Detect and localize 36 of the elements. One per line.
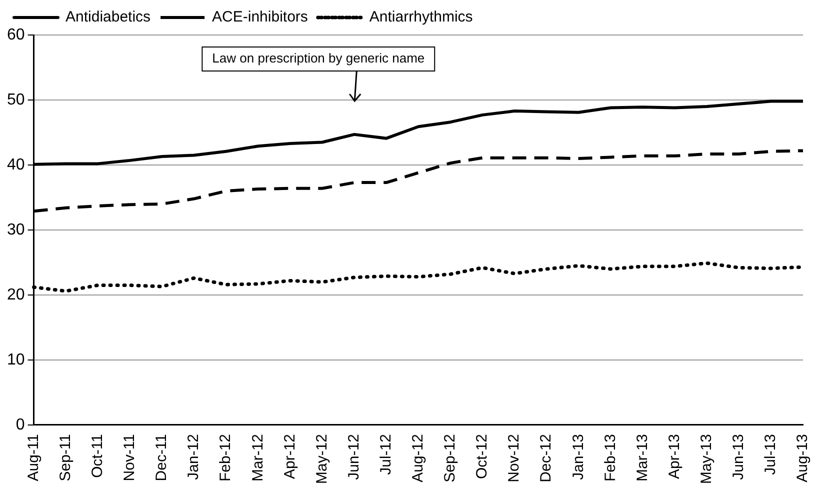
x-tick-label: Sep-11 <box>56 434 74 482</box>
x-tick-label: Dec-12 <box>538 434 555 482</box>
x-tick-label: Jun-13 <box>730 434 748 480</box>
annotation: Law on prescription by generic name <box>212 50 425 66</box>
x-tick-label: Aug-12 <box>410 434 427 482</box>
x-tick-label: Sep-12 <box>442 434 459 482</box>
x-tick-label: May-13 <box>698 434 715 484</box>
x-tick-label: Nov-12 <box>506 434 523 482</box>
y-tick-label: 20 <box>7 286 25 304</box>
x-tick-label: Oct-11 <box>89 434 106 478</box>
x-tick-label: Apr-12 <box>281 434 298 480</box>
x-tick-label: Jan-12 <box>185 434 202 480</box>
y-tick-label: 10 <box>7 351 25 368</box>
x-tick-label: Feb-12 <box>217 434 234 482</box>
legend-label: Antiarrhythmics <box>369 8 473 26</box>
x-tick-label: Dec-11 <box>153 434 170 482</box>
x-tick-label: Aug-11 <box>24 434 42 482</box>
x-tick-label: Jan-13 <box>570 434 587 480</box>
x-tick-label: Aug-13 <box>794 434 812 482</box>
y-tick-label: 40 <box>7 156 25 174</box>
y-tick-label: 50 <box>7 91 25 108</box>
x-tick-label: Apr-13 <box>666 434 683 480</box>
x-tick-label: Mar-12 <box>249 434 266 482</box>
x-tick-label: Nov-11 <box>121 434 138 482</box>
x-tick-label: Oct-12 <box>474 434 491 479</box>
x-tick-label: Feb-13 <box>602 434 619 482</box>
x-tick-label: Jul-13 <box>762 434 780 475</box>
y-tick-label: 0 <box>16 416 25 434</box>
y-tick-label: 60 <box>7 26 25 44</box>
legend-label: ACE-inhibitors <box>212 8 308 26</box>
x-tick-label: Mar-13 <box>634 434 651 482</box>
x-tick-label: Jul-12 <box>377 434 394 475</box>
x-tick-label: May-12 <box>313 434 330 484</box>
legend-label: Antidiabetics <box>66 8 151 26</box>
x-tick-label: Jun-12 <box>345 434 362 480</box>
y-tick-label: 30 <box>7 221 25 238</box>
